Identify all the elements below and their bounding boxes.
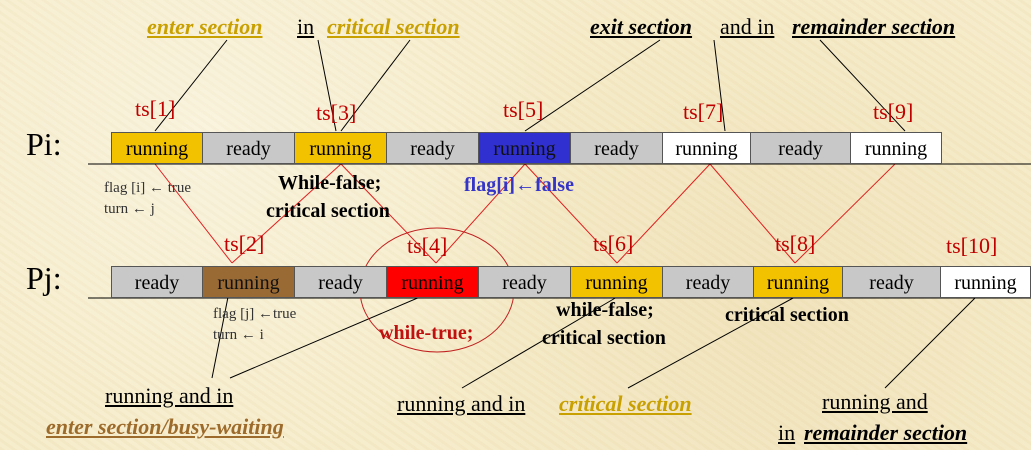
ts-6: ts[6] (593, 231, 634, 256)
and-in-label: and in (720, 14, 775, 39)
pj-cell-5: ready (478, 266, 571, 298)
pj-cell-9: ready (842, 266, 941, 298)
pj-cell-4: running (386, 266, 479, 298)
pj-label: Pj: (26, 260, 62, 296)
pi-cell-1: running (111, 132, 203, 164)
pi-cell-3: running (294, 132, 387, 164)
pj-cell-10: running (940, 266, 1031, 298)
running-and-in-label-2: running and in (397, 391, 526, 416)
remainder-section-label-1: remainder section (792, 14, 956, 39)
ts-5: ts[5] (503, 97, 544, 122)
turn-i-note: turn ← i (213, 327, 264, 343)
enter-section-busy-label: enter section/busy-waiting (46, 414, 284, 439)
pj-cell-6: running (570, 266, 663, 298)
black-annotation-lines (154, 39, 977, 389)
pj-cell-8: running (753, 266, 843, 298)
ts-8: ts[8] (775, 231, 816, 256)
ts-2: ts[2] (224, 231, 265, 256)
exit-section-label: exit section (590, 14, 693, 39)
pi-cell-9: running (850, 132, 942, 164)
flag-i-false-note: flag[i]←false (464, 174, 574, 196)
ts-4: ts[4] (407, 233, 448, 258)
critical-section-label-2: critical section (559, 391, 692, 416)
pi-cell-8: ready (750, 132, 851, 164)
turn-j-note: turn ← j (104, 201, 155, 217)
enter-section-label: enter section (147, 14, 263, 39)
ts-7: ts[7] (683, 99, 724, 124)
critical-section-label-1: critical section (327, 14, 460, 39)
pj-cell-3: ready (294, 266, 387, 298)
pj-cell-1: ready (111, 266, 203, 298)
running-and-label: running and (822, 389, 928, 414)
pi-cell-7: running (662, 132, 751, 164)
pi-cell-4: ready (386, 132, 479, 164)
flag-i-true-note: flag [i] ← true (104, 180, 192, 196)
in-label-1: in (297, 14, 315, 39)
remainder-section-label-2: remainder section (804, 420, 968, 445)
flag-j-true-note: flag [j] ←true (213, 306, 297, 322)
pi-cell-2: ready (202, 132, 295, 164)
in-label-2: in (778, 420, 796, 445)
ts-3: ts[3] (316, 100, 357, 125)
critical-section-note-3: critical section (725, 304, 849, 326)
running-and-in-label-1: running and in (105, 383, 234, 408)
ts-10: ts[10] (946, 233, 998, 258)
red-transition-lines (154, 163, 896, 264)
pi-cell-5: running (478, 132, 571, 164)
timeline-axes (88, 163, 1031, 299)
pj-cell-2: running (202, 266, 295, 298)
while-false-note-1: While-false; (278, 172, 382, 194)
critical-section-note-1: critical section (266, 200, 390, 222)
pi-cell-6: ready (570, 132, 663, 164)
ts-1: ts[1] (135, 96, 176, 121)
while-false-note-2: while-false; (556, 299, 654, 321)
critical-section-note-2: critical section (542, 327, 666, 349)
while-true-note: while-true; (379, 322, 474, 344)
pj-cell-7: ready (662, 266, 754, 298)
pi-label: Pi: (26, 126, 62, 162)
ts-9: ts[9] (873, 99, 914, 124)
